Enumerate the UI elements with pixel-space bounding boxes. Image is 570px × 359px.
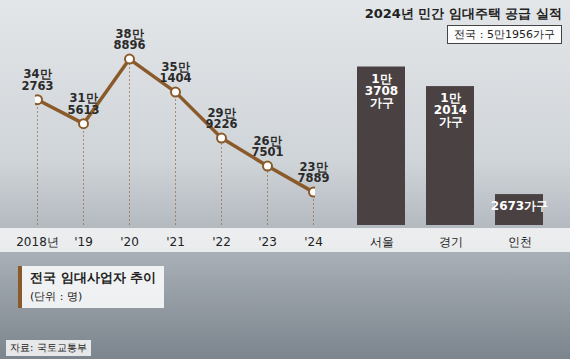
svg-text:1만3708가구: 1만3708가구 bbox=[365, 72, 398, 110]
svg-text:29만9226: 29만9226 bbox=[205, 106, 237, 132]
svg-text:23만7889: 23만7889 bbox=[297, 160, 329, 186]
svg-text:'20: '20 bbox=[120, 235, 139, 249]
svg-text:31만5613: 31만5613 bbox=[67, 91, 99, 117]
html-text:전국 임대사업자 추이: 전국 임대사업자 추이 bbox=[30, 270, 157, 285]
svg-text:35만1404: 35만1404 bbox=[159, 60, 191, 86]
svg-text:인천: 인천 bbox=[508, 235, 532, 249]
html-text:(단위 : 명): (단위 : 명) bbox=[30, 290, 83, 303]
svg-text:2018년: 2018년 bbox=[16, 235, 59, 249]
svg-text:서울: 서울 bbox=[370, 235, 394, 249]
svg-text:34만2763: 34만2763 bbox=[21, 67, 53, 93]
svg-text:'24: '24 bbox=[304, 235, 323, 249]
html-text:자료: 국토교통부: 자료: 국토교통부 bbox=[10, 342, 87, 353]
svg-text:'19: '19 bbox=[74, 235, 93, 249]
svg-text:'21: '21 bbox=[166, 235, 185, 249]
svg-text:26만7501: 26만7501 bbox=[251, 134, 283, 160]
svg-text:2673가구: 2673가구 bbox=[491, 199, 548, 213]
svg-text:38만8896: 38만8896 bbox=[113, 27, 145, 53]
svg-text:경기: 경기 bbox=[439, 235, 463, 249]
html-text:2024년 민간 임대주택 공급 실적: 2024년 민간 임대주택 공급 실적 bbox=[364, 6, 562, 21]
html-text:전국 : 5만1956가구: 전국 : 5만1956가구 bbox=[454, 28, 555, 41]
svg-text:'22: '22 bbox=[212, 235, 231, 249]
svg-text:'23: '23 bbox=[258, 235, 277, 249]
svg-text:1만2014가구: 1만2014가구 bbox=[434, 91, 467, 129]
